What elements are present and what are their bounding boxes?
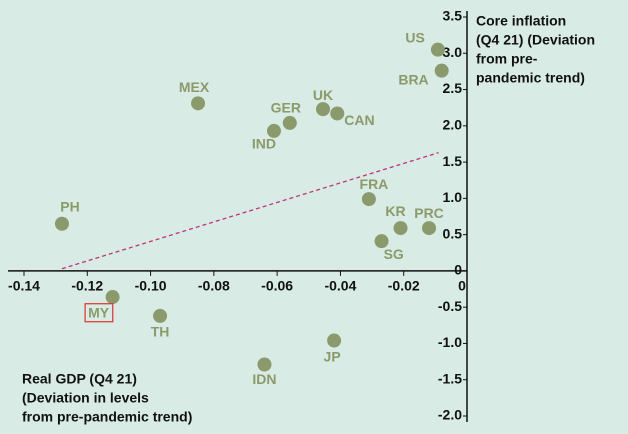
point — [393, 221, 408, 236]
y-tick-label: -0.5 — [438, 298, 462, 314]
point-label: PRC — [414, 205, 444, 221]
y-tick-label: -1.0 — [438, 334, 462, 350]
point-label: UK — [313, 87, 333, 103]
point-label: GER — [271, 100, 301, 116]
point — [430, 42, 445, 57]
x-tick-label: -0.10 — [135, 278, 167, 294]
y-tick-label: 0 — [454, 262, 462, 278]
point — [105, 290, 120, 305]
point — [153, 308, 168, 323]
x-tick-label: -0.06 — [261, 278, 293, 294]
point-label: MY — [88, 305, 110, 321]
y-tick-label: 3.5 — [443, 8, 463, 24]
y-tick-label: 2.5 — [443, 80, 463, 96]
point — [327, 333, 342, 348]
y-axis-label: Core inflation — [476, 13, 566, 29]
point-label: PH — [60, 198, 79, 214]
x-tick-label: -0.12 — [71, 278, 103, 294]
point-label: FRA — [360, 176, 389, 192]
point — [422, 221, 437, 236]
x-axis-label: (Deviation in levels — [22, 390, 149, 406]
point-label: KR — [385, 203, 405, 219]
point-label: BRA — [398, 71, 428, 87]
point-label: SG — [384, 246, 404, 262]
point — [361, 192, 376, 207]
x-tick-label: -0.04 — [324, 278, 356, 294]
y-tick-label: 2.0 — [443, 117, 463, 133]
y-tick-label: -2.0 — [438, 407, 462, 423]
x-tick-label: -0.14 — [8, 278, 40, 294]
y-axis-label: (Q4 21) (Deviation — [476, 32, 595, 48]
point-label: IDN — [252, 371, 276, 387]
point-label: IND — [252, 136, 276, 152]
point — [330, 106, 345, 121]
point — [282, 115, 297, 130]
point — [374, 234, 389, 249]
y-tick-label: -1.5 — [438, 370, 462, 386]
y-tick-label: 1.5 — [443, 153, 463, 169]
x-axis-label: Real GDP (Q4 21) — [22, 371, 137, 387]
trend-line — [61, 152, 439, 270]
point — [191, 96, 206, 111]
x-tick-label: -0.08 — [198, 278, 230, 294]
y-axis-label: from pre- — [476, 51, 538, 67]
point — [434, 63, 449, 78]
y-tick-label: 3.0 — [443, 44, 463, 60]
point — [257, 357, 272, 372]
point-label: CAN — [344, 112, 374, 128]
point-label: US — [405, 29, 424, 45]
y-tick-label: 0.5 — [443, 225, 463, 241]
point-label: MEX — [179, 79, 210, 95]
x-axis-label: from pre-pandemic trend) — [22, 409, 192, 425]
point — [316, 102, 331, 117]
y-tick-label: 1.0 — [443, 189, 463, 205]
point — [266, 123, 281, 138]
point-label: JP — [324, 348, 341, 364]
x-tick-label: 0 — [458, 278, 466, 294]
highlight-box — [84, 303, 114, 323]
point-label: TH — [151, 324, 170, 340]
x-tick-label: -0.02 — [388, 278, 420, 294]
point — [54, 216, 69, 231]
y-axis-label: pandemic trend) — [476, 70, 585, 86]
